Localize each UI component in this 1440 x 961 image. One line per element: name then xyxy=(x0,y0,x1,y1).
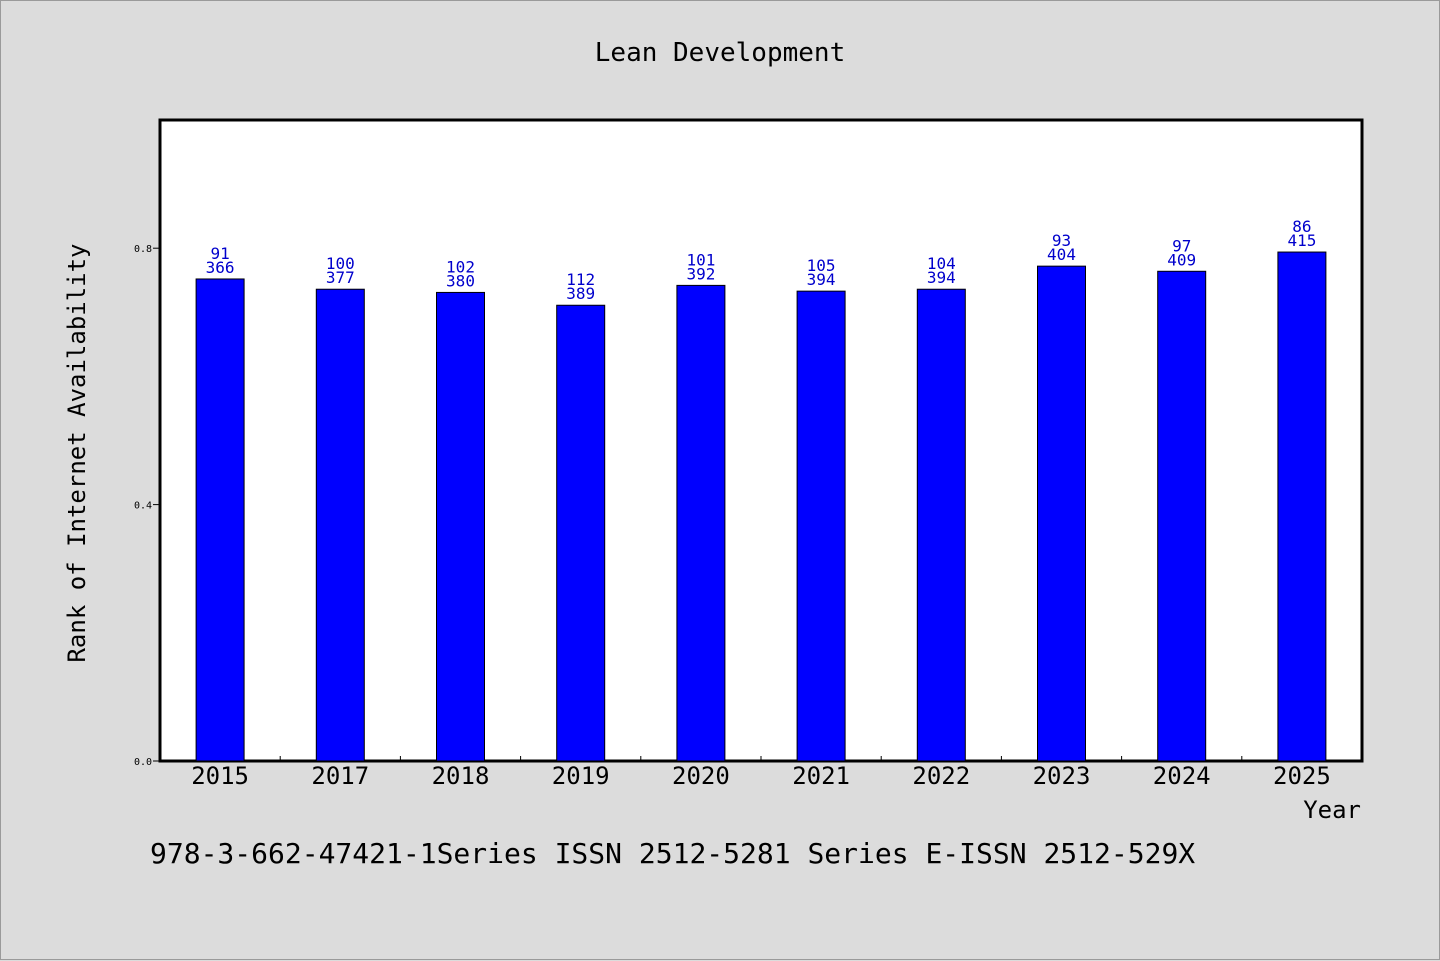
bar-label-bottom: 415 xyxy=(1287,231,1316,250)
bar-label-bottom: 377 xyxy=(326,268,355,287)
bar-label-top: 112 xyxy=(566,270,595,289)
bar xyxy=(796,290,846,762)
y-tick-label: 0.0 xyxy=(134,757,152,768)
x-tick-label: 2025 xyxy=(1273,762,1331,790)
y-tick-label: 0.4 xyxy=(134,501,152,512)
x-axis-label: Year xyxy=(1303,796,1361,824)
bar xyxy=(556,304,606,762)
bar-label-top: 100 xyxy=(326,254,355,273)
bar-label-top: 91 xyxy=(210,244,229,263)
bar xyxy=(1277,251,1327,762)
y-axis-label: Rank of Internet Availability xyxy=(63,243,91,662)
chart-title: Lean Development xyxy=(595,38,845,68)
bar xyxy=(916,288,966,762)
x-tick-label: 2022 xyxy=(912,762,970,790)
bar-label-bottom: 380 xyxy=(446,271,475,290)
bar-label-bottom: 404 xyxy=(1047,245,1076,264)
bar-label-top: 93 xyxy=(1052,231,1071,250)
bar-label-bottom: 392 xyxy=(686,264,715,283)
bar-label-top: 97 xyxy=(1172,236,1191,255)
x-tick-label: 2019 xyxy=(552,762,610,790)
bar-label-bottom: 394 xyxy=(927,268,956,287)
bar xyxy=(195,278,245,762)
x-tick-label: 2018 xyxy=(432,762,490,790)
bar-label-top: 101 xyxy=(686,250,715,269)
bar-label-bottom: 409 xyxy=(1167,250,1196,269)
bar-label-bottom: 366 xyxy=(206,258,235,277)
y-tick-label: 0.8 xyxy=(134,244,152,255)
bar xyxy=(1157,270,1207,762)
bar-label-bottom: 389 xyxy=(566,284,595,303)
bar-label-bottom: 394 xyxy=(807,270,836,289)
bar-series xyxy=(195,251,1327,762)
bar xyxy=(676,284,726,762)
x-tick-label: 2015 xyxy=(191,762,249,790)
x-tick-label: 2020 xyxy=(672,762,730,790)
bar-label-top: 104 xyxy=(927,254,956,273)
x-tick-label: 2024 xyxy=(1153,762,1211,790)
bar xyxy=(1037,265,1086,762)
x-tick-label: 2017 xyxy=(311,762,369,790)
bar xyxy=(436,291,485,762)
x-tick-label: 2023 xyxy=(1033,762,1091,790)
bar xyxy=(315,288,365,762)
bar-label-top: 102 xyxy=(446,257,475,276)
footer-text: 978-3-662-47421-1Series ISSN 2512-5281 S… xyxy=(150,837,1195,870)
y-axis: 0.0 0.4 0.8 xyxy=(134,244,160,768)
bar-label-top: 86 xyxy=(1292,217,1311,236)
x-axis: 2015 2017 2018 2019 2020 2021 2022 2023 2024 2025 xyxy=(191,756,1331,790)
x-tick-label: 2021 xyxy=(792,762,850,790)
bar-label-top: 105 xyxy=(807,256,836,275)
